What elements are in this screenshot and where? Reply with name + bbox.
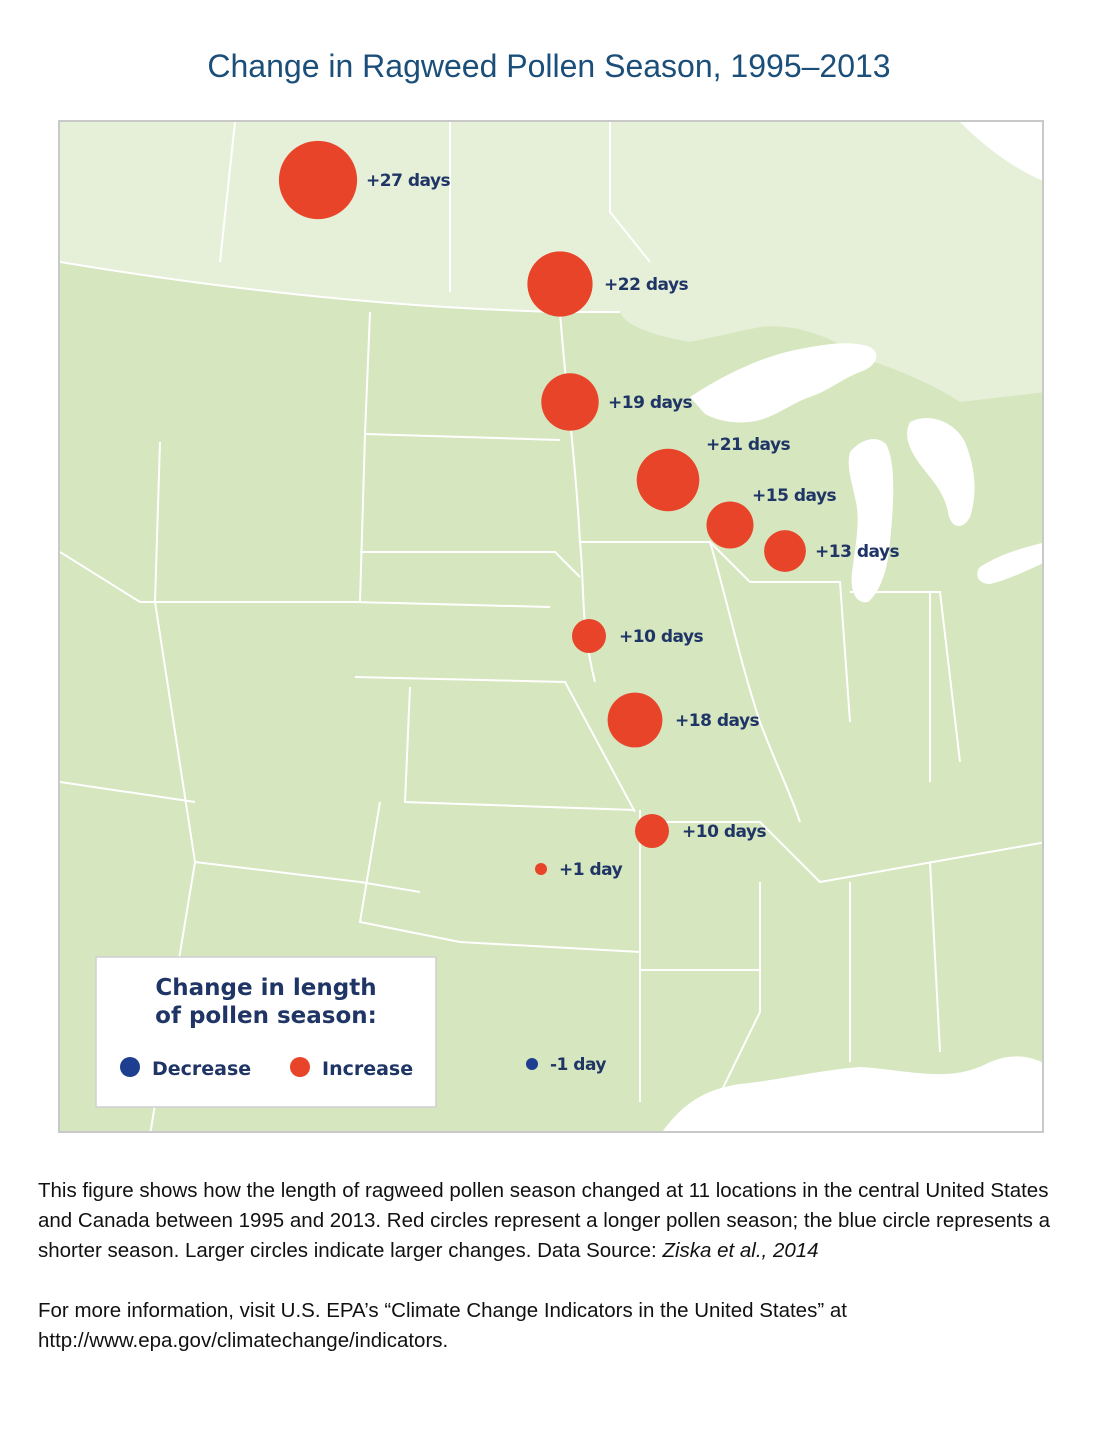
location-label: +18 days [675, 711, 760, 731]
legend-increase-swatch [290, 1057, 310, 1077]
location-label: +13 days [815, 542, 900, 562]
location-bubble [636, 448, 700, 512]
location-bubble [541, 373, 599, 431]
location-label: +27 days [366, 171, 451, 191]
page-title: Change in Ragweed Pollen Season, 1995–20… [207, 48, 891, 84]
map: +27 days +22 days +19 days +21 days +15 days… [60, 122, 1042, 1131]
location-label: +10 days [619, 627, 704, 647]
location-label: +15 days [752, 486, 837, 506]
location-bubble [526, 1058, 538, 1070]
legend-decrease-label: Decrease [152, 1058, 251, 1080]
lake-superior [690, 343, 877, 423]
caption-text: This figure shows how the length of ragw… [38, 1179, 1050, 1262]
more-info-text: For more information, visit U.S. EPA’s “… [38, 1299, 847, 1352]
location-label: +1 day [559, 860, 623, 880]
location-label: +21 days [706, 435, 791, 455]
location-label: -1 day [550, 1055, 606, 1075]
great-lakes [690, 122, 1042, 603]
location-bubble [635, 814, 669, 848]
legend-title-line2: of pollen season: [155, 1003, 377, 1029]
caption-description: This figure shows how the length of ragw… [38, 1176, 1058, 1266]
us-land [60, 262, 1042, 1131]
location-markers: +27 days +22 days +19 days +21 days +15 days… [278, 140, 900, 1075]
location-label: +19 days [608, 393, 693, 413]
gulf-of-mexico [662, 1056, 1042, 1131]
location-bubble [527, 251, 593, 317]
state-borders [60, 122, 1042, 1131]
lake-erie [977, 542, 1042, 584]
location-bubble [278, 140, 358, 220]
location-bubble [607, 692, 663, 748]
location-label: +10 days [682, 822, 767, 842]
map-frame: +27 days +22 days +19 days +21 days +15 days… [58, 120, 1044, 1133]
caption: This figure shows how the length of ragw… [38, 1176, 1058, 1356]
legend-title-line1: Change in length [155, 975, 376, 1001]
data-source-reference: Ziska et al., 2014 [662, 1239, 819, 1262]
location-label: +22 days [604, 275, 689, 295]
lake-huron [907, 418, 975, 527]
hudson-bay-edge [960, 122, 1042, 181]
legend-increase-label: Increase [322, 1058, 413, 1080]
location-bubble [764, 530, 806, 572]
legend-decrease-swatch [120, 1057, 140, 1077]
location-bubble [572, 619, 606, 653]
lake-michigan [848, 438, 894, 603]
legend-box [95, 956, 437, 1108]
legend: Change in length of pollen season: Decre… [95, 956, 437, 1108]
location-bubble [706, 501, 754, 549]
location-bubble [535, 863, 547, 875]
